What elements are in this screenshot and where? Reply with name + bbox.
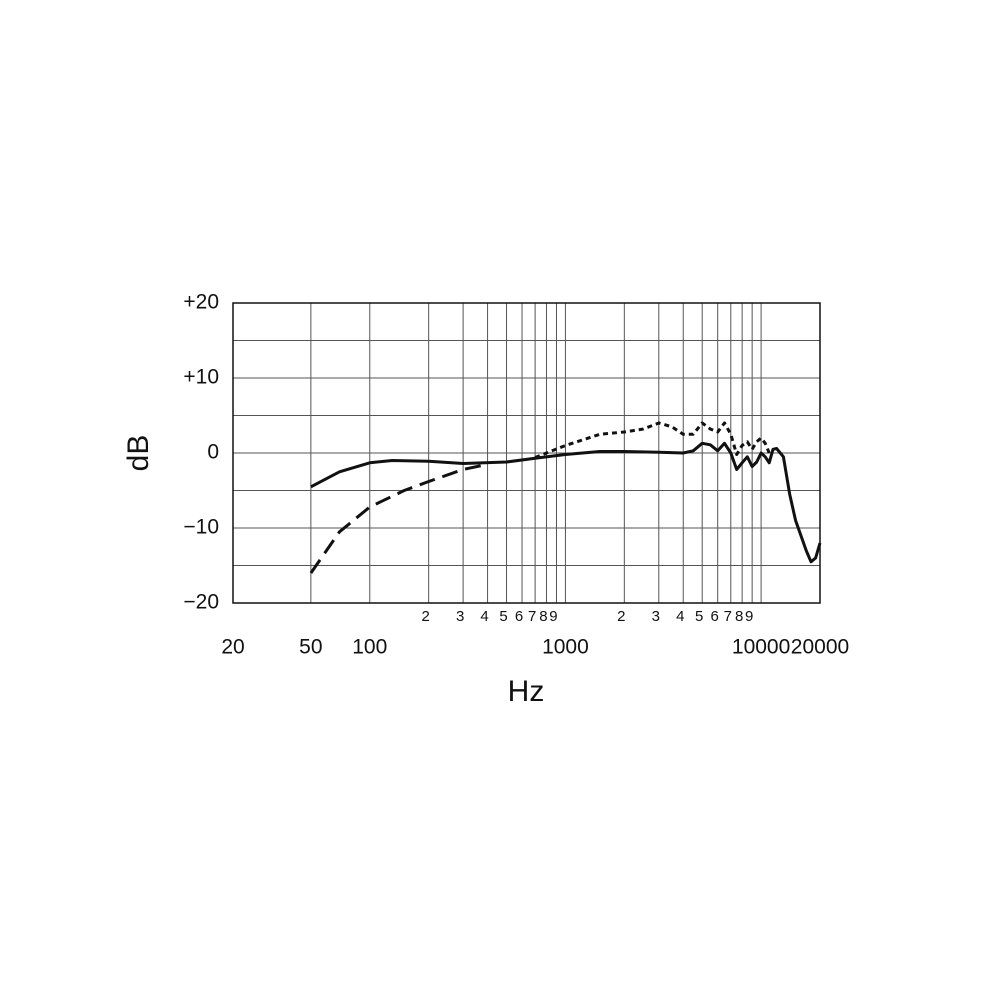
- x-minor-tick-label: 4: [480, 608, 488, 625]
- y-tick-label: +20: [183, 291, 219, 314]
- x-minor-tick-label: 6: [515, 608, 523, 625]
- series-line: [310, 441, 822, 564]
- x-tick-label: 20000: [791, 636, 849, 659]
- x-minor-tick-label: 4: [676, 608, 684, 625]
- x-minor-tick-label: 2: [421, 608, 429, 625]
- x-minor-tick-label: 7: [528, 608, 536, 625]
- y-tick-label: −20: [183, 591, 219, 614]
- x-minor-tick-label: 8: [539, 608, 547, 625]
- x-minor-tick-label: 8: [735, 608, 743, 625]
- plot-frame: [232, 302, 821, 604]
- series-line: [309, 462, 488, 574]
- x-tick-label: 10000: [732, 636, 790, 659]
- x-tick-label: 1000: [542, 636, 589, 659]
- y-tick-label: −10: [183, 516, 219, 539]
- x-tick-label: 20: [221, 636, 244, 659]
- x-minor-tick-label: 9: [745, 608, 753, 625]
- x-minor-tick-label: 3: [456, 608, 464, 625]
- x-minor-tick-label: 3: [652, 608, 660, 625]
- x-minor-tick-label: 9: [549, 608, 557, 625]
- series-line: [534, 421, 771, 459]
- x-tick-label: 100: [352, 636, 387, 659]
- x-minor-tick-label: 7: [724, 608, 732, 625]
- x-minor-tick-label: 5: [695, 608, 703, 625]
- x-minor-tick-label: 5: [499, 608, 507, 625]
- x-tick-label: 50: [299, 636, 322, 659]
- y-axis-label: dB: [122, 435, 155, 472]
- x-minor-tick-label: 2: [617, 608, 625, 625]
- x-axis-label: Hz: [508, 675, 545, 708]
- y-tick-label: 0: [207, 441, 219, 464]
- x-minor-tick-label: 6: [711, 608, 719, 625]
- y-tick-label: +10: [183, 366, 219, 389]
